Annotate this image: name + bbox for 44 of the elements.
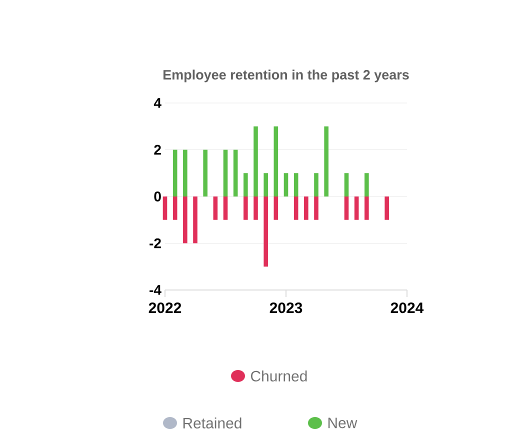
bar [274,126,278,196]
legend-label: New [328,418,358,428]
bar [244,196,248,220]
bar [284,173,288,196]
bar [193,196,198,244]
bar [183,150,188,196]
bar [344,173,349,196]
bar [264,196,268,267]
bar [314,173,318,196]
bar [304,196,308,220]
bar [274,196,278,220]
bar [384,196,389,220]
x-tick-label: 2022 [148,302,182,314]
bar [294,196,298,220]
bar [364,173,369,196]
bar [172,196,178,220]
bar [183,196,188,244]
bar [203,150,208,196]
bar [364,196,369,220]
chart-title: Employee retention in the past 2 years [164,70,409,82]
bar [254,126,258,196]
bar [254,196,258,220]
bar [213,196,218,220]
bar [223,196,228,220]
x-tick-label: 2023 [270,302,302,314]
legend-label: Churned [250,370,307,382]
y-tick-label: 0 [154,192,161,202]
x-tick-label: 2024 [390,302,424,314]
bar [314,196,318,220]
bar [244,173,248,196]
bar [162,196,168,220]
bar [223,150,228,196]
bar [324,126,328,196]
y-tick-label: 4 [154,98,162,108]
bar [354,196,359,220]
y-tick-label: -4 [150,285,162,295]
bar [233,150,238,196]
bar [264,173,268,196]
bar [294,173,298,196]
legend-label: Retained [183,417,242,428]
bar [172,150,178,196]
y-tick-label: 2 [154,144,161,155]
y-tick-label: -2 [150,238,161,248]
bar [344,196,349,220]
